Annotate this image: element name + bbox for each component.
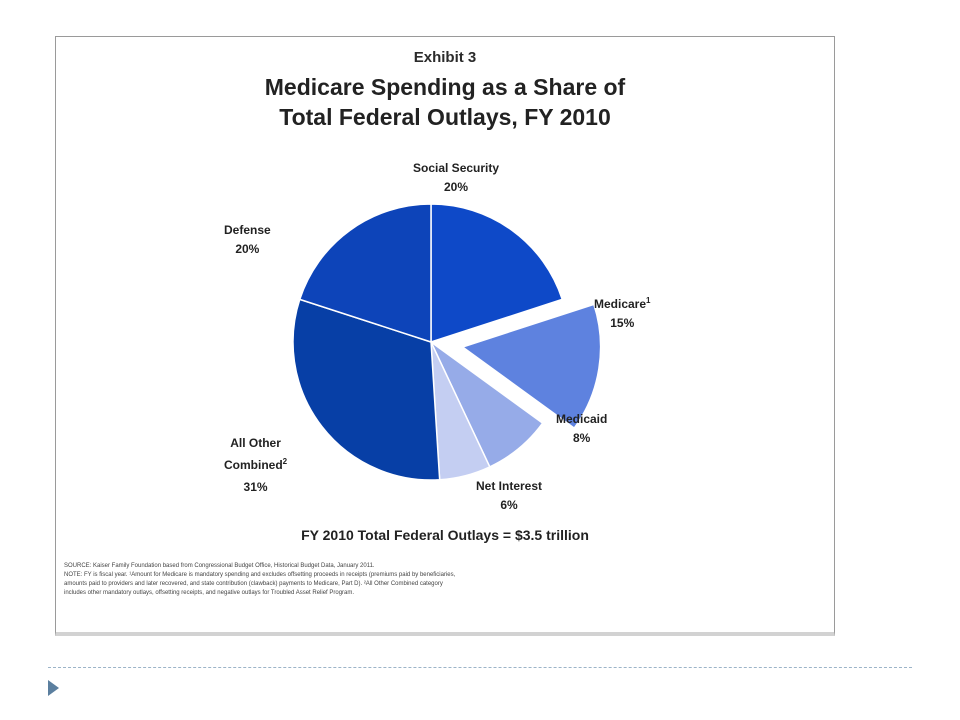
chart-title-line-2: Total Federal Outlays, FY 2010: [279, 104, 611, 130]
pie-slice-all-other-combined: [292, 298, 441, 481]
slice-label-medicare: Medicare1 15%: [594, 296, 651, 331]
footer-divider: [48, 667, 912, 668]
chart-title-line-1: Medicare Spending as a Share of: [264, 74, 626, 100]
slice-label-defense: Defense 20%: [224, 223, 271, 256]
slice-label-social-security: Social Security 20%: [413, 161, 500, 194]
pie-slice-defense: [298, 203, 432, 344]
footnote-line-2: amounts paid to providers and later reco…: [64, 581, 443, 587]
source-note: SOURCE: Kaiser Family Foundation based f…: [64, 563, 375, 569]
footnote-line-1: NOTE: FY is fiscal year. ¹Amount for Med…: [64, 572, 456, 578]
slice-label-all-other-combined: All Other Combined2 31%: [224, 436, 288, 494]
chart-panel: Exhibit 3 Medicare Spending as a Share o…: [55, 36, 835, 636]
total-outlays-caption: FY 2010 Total Federal Outlays = $3.5 tri…: [301, 527, 589, 543]
slice-label-net-interest: Net Interest 6%: [476, 479, 543, 512]
footnote-line-3: includes other mandatory outlays, offset…: [64, 590, 355, 596]
pie-chart: [292, 203, 602, 481]
exhibit-label: Exhibit 3: [413, 49, 477, 66]
slice-label-medicaid: Medicaid 8%: [556, 412, 608, 445]
pie-slice-medicare: [460, 303, 602, 430]
pie-slice-social-security: [430, 203, 564, 344]
bullet-arrow-icon: [48, 680, 59, 696]
